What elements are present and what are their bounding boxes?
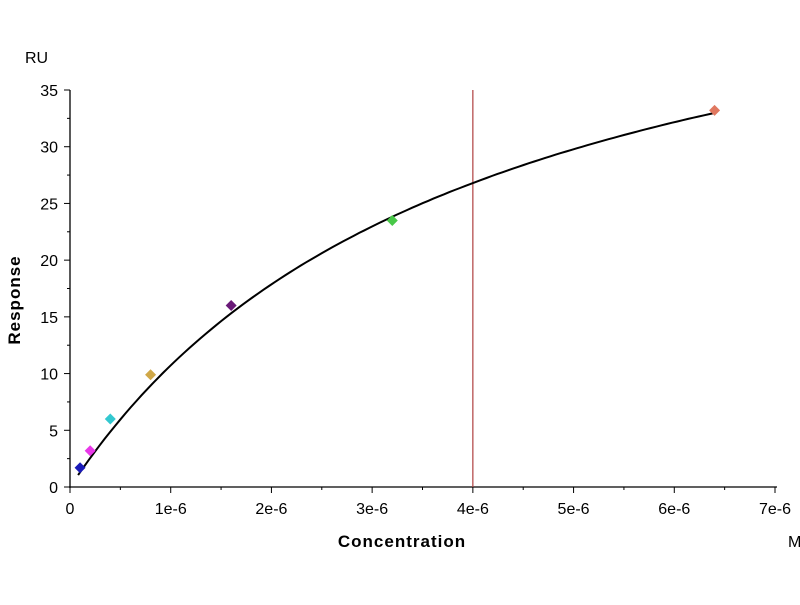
y-tick-label: 10 (40, 367, 58, 384)
y-axis-title: Response (5, 255, 24, 344)
x-tick-label: 4e-6 (457, 501, 489, 518)
data-point (225, 300, 237, 312)
y-tick-label: 5 (49, 423, 58, 440)
x-tick-label: 3e-6 (356, 501, 388, 518)
data-point (145, 369, 157, 381)
y-tick-label: 30 (40, 140, 58, 157)
marks (74, 90, 721, 487)
x-tick-label: 7e-6 (759, 501, 791, 518)
fit-curve (77, 111, 715, 476)
data-point (84, 445, 96, 457)
axes: 0 5 10 15 20 25 30 35 0 1e-6 2e-6 3e-6 4e-6 5e-6 6e-6 7… (40, 83, 791, 518)
x-tick-label: 2e-6 (255, 501, 287, 518)
x-axis-title: Concentration (338, 532, 466, 551)
y-tick-label: 0 (49, 480, 58, 497)
y-tick-label: 25 (40, 196, 58, 213)
y-tick-label: 20 (40, 253, 58, 270)
x-tick-label: 0 (66, 501, 75, 518)
data-point (104, 413, 116, 425)
x-tick-label: 5e-6 (558, 501, 590, 518)
x-tick-label: 6e-6 (658, 501, 690, 518)
x-tick-label: 1e-6 (155, 501, 187, 518)
y-tick-label: 35 (40, 83, 58, 100)
y-unit-label: RU (25, 50, 48, 67)
x-unit-label: M (788, 534, 800, 551)
data-point (386, 214, 398, 226)
data-point (709, 104, 721, 116)
y-tick-label: 15 (40, 310, 58, 327)
data-point (74, 462, 86, 474)
